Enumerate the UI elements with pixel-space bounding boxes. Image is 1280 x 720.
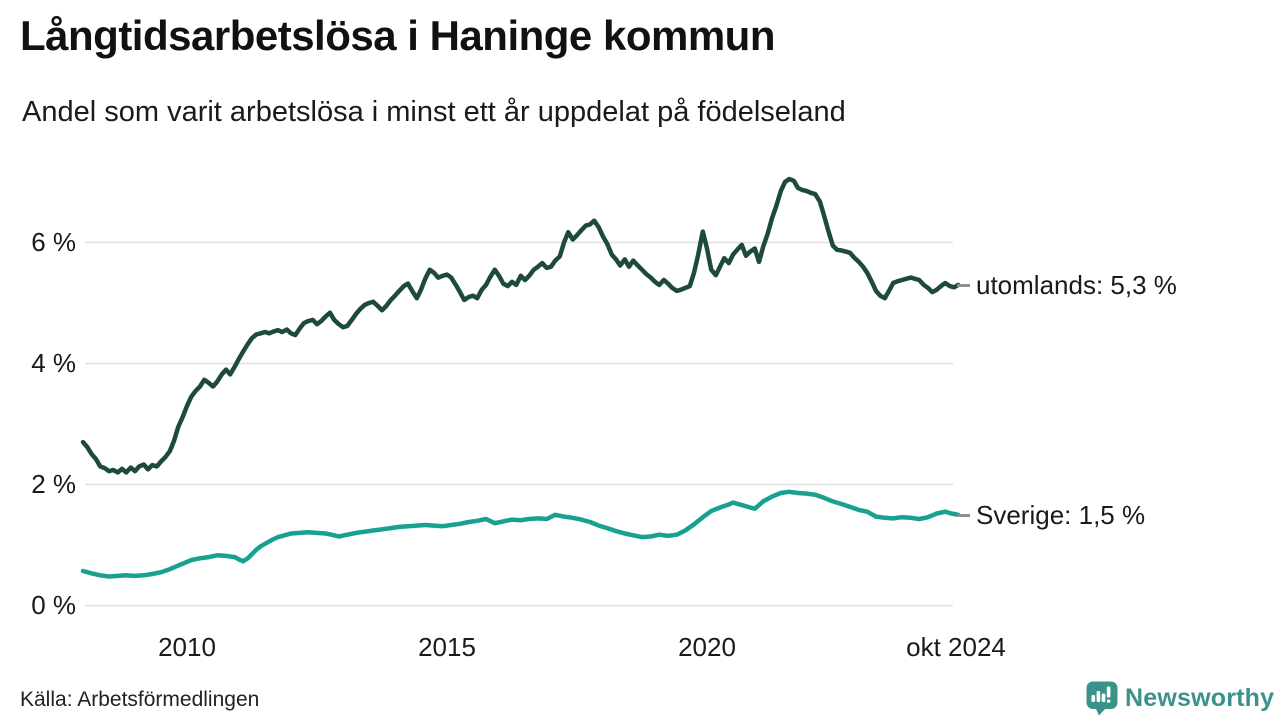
series-label-utomlands: utomlands: 5,3 % — [957, 271, 1177, 299]
x-axis-tick-2010: 2010 — [158, 632, 216, 662]
series-label-sverige: Sverige: 1,5 % — [957, 501, 1145, 529]
source-note: Källa: Arbetsförmedlingen — [20, 688, 260, 711]
label-connector-dash — [957, 283, 970, 287]
series-label-utomlands-text: utomlands: 5,3 % — [976, 270, 1177, 300]
brand-logo: Newsworthy — [1086, 681, 1274, 716]
y-axis-tick-6: 6 % — [31, 227, 76, 257]
x-axis-tick-2015: 2015 — [418, 632, 476, 662]
series-line-sverige — [80, 489, 961, 579]
newsworthy-bubble-chart-icon — [1086, 681, 1118, 716]
series-line-utomlands — [80, 176, 961, 475]
label-connector-dash — [957, 513, 970, 517]
y-axis-tick-0: 0 % — [31, 590, 76, 620]
page-subtitle: Andel som varit arbetslösa i minst ett å… — [22, 96, 846, 128]
page-title: Långtidsarbetslösa i Haninge kommun — [20, 12, 775, 59]
brand-wordmark: Newsworthy — [1125, 684, 1275, 712]
y-axis-tick-4: 4 % — [31, 348, 76, 378]
y-axis-tick-2: 2 % — [31, 469, 76, 499]
x-axis-tick-2020: 2020 — [678, 632, 736, 662]
x-axis-tick-okt-2024: okt 2024 — [906, 632, 1006, 662]
series-label-sverige-text: Sverige: 1,5 % — [976, 500, 1146, 530]
